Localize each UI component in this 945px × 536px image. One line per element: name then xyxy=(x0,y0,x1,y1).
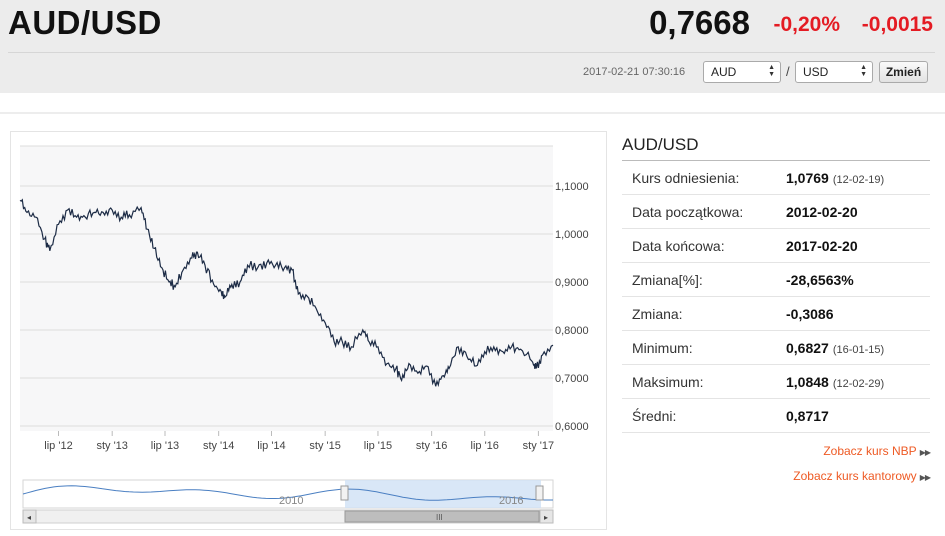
value-text: 1,0848 xyxy=(786,374,829,390)
value-date: (12-02-19) xyxy=(832,174,885,186)
x-tick-label: lip '12 xyxy=(44,440,72,452)
x-axis: lip '12 sty '13 lip '13 sty '14 lip '14 sty '… xyxy=(44,431,554,452)
info-value: 2017-02-20 xyxy=(786,238,858,254)
change-percent: -0,20% xyxy=(773,13,840,36)
info-value: -0,3086 xyxy=(786,306,834,322)
x-tick-label: lip '16 xyxy=(471,440,499,452)
double-arrow-icon: ▶▶ xyxy=(919,473,931,482)
link-text[interactable]: Zobacz kurs kantorowy xyxy=(793,469,917,483)
chart-grid xyxy=(20,145,553,427)
series-line xyxy=(19,198,554,388)
y-tick-label: 0,9000 xyxy=(555,277,589,289)
x-tick-label: sty '13 xyxy=(96,440,127,452)
navigator-selection[interactable] xyxy=(345,480,541,508)
value-text: 1,0769 xyxy=(786,170,829,186)
info-label: Minimum: xyxy=(632,340,693,356)
info-row-reference: Kurs odniesienia: 1,0769 (12-02-19) xyxy=(622,161,930,195)
change-absolute: -0,0015 xyxy=(861,13,933,36)
link-text[interactable]: Zobacz kurs NBP xyxy=(823,444,917,458)
scroll-right-icon: ▸ xyxy=(544,513,548,522)
x-tick-label: sty '14 xyxy=(203,440,234,452)
scroll-left-button[interactable] xyxy=(22,509,37,524)
scroll-right-button[interactable] xyxy=(539,509,554,524)
value-date: (16-01-15) xyxy=(832,344,885,356)
info-label: Średni: xyxy=(632,408,677,424)
y-tick-label: 0,7000 xyxy=(555,373,589,385)
from-currency-select[interactable]: AUD ▲ ▼ xyxy=(703,61,781,83)
x-tick-label: sty '17 xyxy=(523,440,554,452)
y-tick-label: 1,0000 xyxy=(555,229,589,241)
plot-area xyxy=(20,146,553,431)
y-tick-label: 0,8000 xyxy=(555,325,589,337)
info-label: Zmiana: xyxy=(632,306,683,322)
x-tick-label: sty '15 xyxy=(309,440,340,452)
info-label: Data końcowa: xyxy=(632,238,725,254)
info-value: 2012-02-20 xyxy=(786,204,858,220)
y-tick-label: 0,6000 xyxy=(555,421,589,433)
x-tick-label: sty '16 xyxy=(416,440,447,452)
info-row-change-percent: Zmiana[%]: -28,6563% xyxy=(622,263,930,297)
info-label: Maksimum: xyxy=(632,374,704,390)
navigator-label-2010: 2010 xyxy=(279,495,303,507)
current-rate: 0,7668 xyxy=(649,4,750,41)
info-label: Data początkowa: xyxy=(632,204,744,220)
select-arrows-icon: ▲ ▼ xyxy=(768,64,775,78)
section-divider xyxy=(0,112,945,114)
info-label: Kurs odniesienia: xyxy=(632,170,740,186)
info-row-maximum: Maksimum: 1,0848 (12-02-29) xyxy=(622,365,930,399)
to-currency-value: USD xyxy=(803,65,829,79)
change-pair-button[interactable]: Zmień xyxy=(879,61,928,83)
info-panel: AUD/USD Kurs odniesienia: 1,0769 (12-02-1… xyxy=(622,131,930,433)
double-arrow-icon: ▶▶ xyxy=(919,448,931,457)
navigator-handle-left[interactable] xyxy=(340,485,349,501)
y-axis: 1,1000 1,0000 0,9000 0,8000 0,7000 0,6000 xyxy=(555,181,589,433)
select-arrows-icon: ▲ ▼ xyxy=(860,64,867,78)
info-row-end-date: Data końcowa: 2017-02-20 xyxy=(622,229,930,263)
quote-header: AUD/USD 0,7668 -0,20% -0,0015 2017-02-21… xyxy=(0,0,945,93)
scrollbar-thumb[interactable] xyxy=(344,510,540,523)
header-divider xyxy=(8,52,935,53)
scrollbar-grip: III xyxy=(436,513,443,522)
info-value: 0,6827 (16-01-15) xyxy=(786,340,884,356)
navigator-line xyxy=(22,485,553,501)
info-row-minimum: Minimum: 0,6827 (16-01-15) xyxy=(622,331,930,365)
x-tick-label: lip '14 xyxy=(257,440,285,452)
scroll-left-icon: ◂ xyxy=(27,513,31,522)
info-value: 1,0769 (12-02-19) xyxy=(786,170,884,186)
currency-separator: / xyxy=(786,64,790,79)
x-tick-label: lip '15 xyxy=(364,440,392,452)
price-chart[interactable]: 1,1000 1,0000 0,9000 0,8000 0,7000 0,6000 lip… xyxy=(11,132,608,531)
value-text: 0,6827 xyxy=(786,340,829,356)
info-value: -28,6563% xyxy=(786,272,854,288)
from-currency-value: AUD xyxy=(711,65,737,79)
info-title: AUD/USD xyxy=(622,131,930,161)
navigator-label-2016: 2016 xyxy=(499,495,523,507)
value-date: (12-02-29) xyxy=(832,378,885,390)
navigator-handle-right[interactable] xyxy=(535,485,544,501)
x-tick-label: lip '13 xyxy=(151,440,179,452)
y-tick-label: 1,1000 xyxy=(555,181,589,193)
info-value: 1,0848 (12-02-29) xyxy=(786,374,884,390)
info-row-average: Średni: 0,8717 xyxy=(622,399,930,433)
to-currency-select[interactable]: USD ▲ ▼ xyxy=(795,61,873,83)
nbp-rate-link[interactable]: Zobacz kurs NBP ▶▶ xyxy=(823,444,931,458)
info-label: Zmiana[%]: xyxy=(632,272,703,288)
quote-timestamp: 2017-02-21 07:30:16 xyxy=(583,66,686,78)
pair-title: AUD/USD xyxy=(8,4,162,41)
info-row-change: Zmiana: -0,3086 xyxy=(622,297,930,331)
chart-panel: 1,1000 1,0000 0,9000 0,8000 0,7000 0,6000 lip… xyxy=(10,131,607,530)
info-row-start-date: Data początkowa: 2012-02-20 xyxy=(622,195,930,229)
exchange-rate-link[interactable]: Zobacz kurs kantorowy ▶▶ xyxy=(793,469,931,483)
info-value: 0,8717 xyxy=(786,408,829,424)
